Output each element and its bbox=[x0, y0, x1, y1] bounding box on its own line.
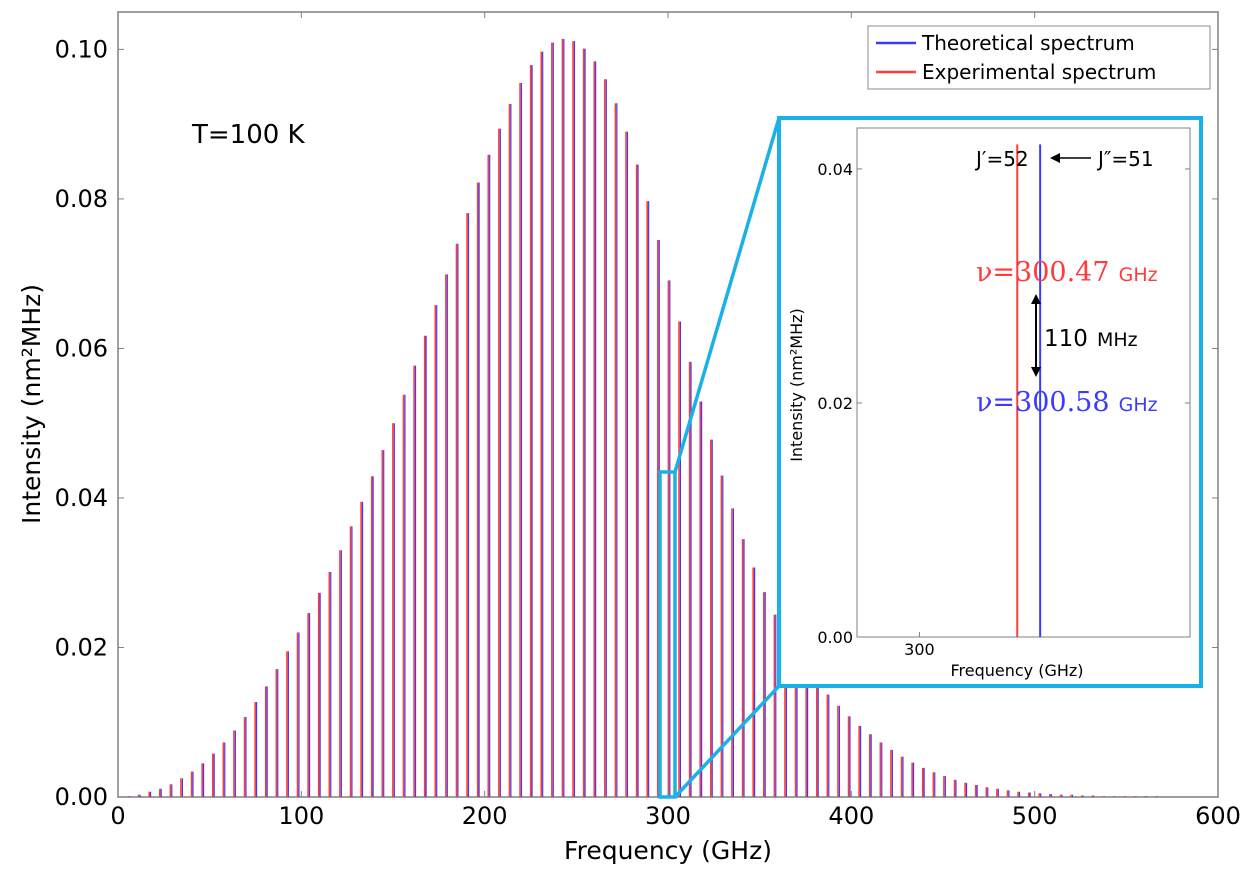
main-x-ticks: 0 100 200 300 400 500 600 bbox=[110, 12, 1241, 830]
nu-theoretical-label: ν=300.58 GHz bbox=[976, 387, 1158, 418]
inset-y-axis-title: Intensity (nm²MHz) bbox=[787, 308, 806, 462]
j-double-prime-label: J″=51 bbox=[1096, 147, 1154, 171]
main-x-axis-title: Frequency (GHz) bbox=[564, 836, 772, 865]
inset-x-axis-title: Frequency (GHz) bbox=[950, 661, 1083, 680]
y-tick-label: 0.10 bbox=[55, 35, 108, 63]
main-y-axis-title: Intensity (nm²MHz) bbox=[17, 284, 46, 524]
inset-panel: 0.00 0.02 0.04 300 Frequency (GHz) Intensi… bbox=[777, 116, 1203, 688]
inset-bars bbox=[1016, 144, 1042, 637]
difference-arrowhead-up bbox=[1031, 294, 1041, 304]
y-tick-label: 0.04 bbox=[55, 484, 108, 512]
x-tick-label: 300 bbox=[645, 802, 691, 830]
legend: Theoretical spectrum Experimental spectr… bbox=[867, 25, 1211, 90]
x-tick-label: 400 bbox=[828, 802, 874, 830]
x-tick-label: 600 bbox=[1195, 802, 1241, 830]
zoom-connector-bottom bbox=[673, 684, 781, 799]
y-tick-label: 0.06 bbox=[55, 334, 108, 362]
inset-y-tick-label: 0.04 bbox=[817, 160, 853, 179]
legend-box bbox=[867, 25, 1211, 90]
legend-label-experimental: Experimental spectrum bbox=[922, 60, 1156, 84]
inset-y-ticks: 0.00 0.02 0.04 bbox=[817, 160, 1190, 647]
nu-experimental-value: ν=300.47 bbox=[976, 257, 1110, 288]
difference-label: 110 MHz bbox=[1044, 326, 1138, 352]
difference-value: 110 bbox=[1044, 326, 1088, 352]
y-tick-label: 0.00 bbox=[55, 783, 108, 811]
zoom-connector-top bbox=[673, 117, 781, 473]
x-tick-label: 500 bbox=[1012, 802, 1058, 830]
y-tick-label: 0.08 bbox=[55, 185, 108, 213]
main-y-ticks: 0.00 0.02 0.04 0.06 0.08 0.10 bbox=[55, 35, 1218, 811]
nu-experimental-label: ν=300.47 GHz bbox=[976, 257, 1158, 288]
x-tick-label: 200 bbox=[462, 802, 508, 830]
nu-experimental-unit: GHz bbox=[1119, 264, 1158, 286]
inset-plot-frame bbox=[856, 127, 1191, 638]
inset-x-tick-label: 300 bbox=[904, 640, 935, 659]
j-prime-label: J′=52 bbox=[974, 147, 1029, 171]
temperature-label: T=100 K bbox=[191, 120, 306, 150]
difference-unit: MHz bbox=[1097, 329, 1138, 351]
main-bars bbox=[127, 38, 1158, 797]
inset-x-ticks: 300 bbox=[904, 632, 935, 659]
transition-arrowhead bbox=[1050, 153, 1060, 163]
x-tick-label: 0 bbox=[110, 802, 125, 830]
zoom-highlight-box bbox=[658, 470, 677, 799]
y-tick-label: 0.02 bbox=[55, 633, 108, 661]
inset-y-tick-label: 0.02 bbox=[817, 394, 853, 413]
legend-label-theoretical: Theoretical spectrum bbox=[921, 31, 1135, 55]
inset-y-tick-label: 0.00 bbox=[817, 628, 853, 647]
x-tick-label: 100 bbox=[278, 802, 324, 830]
difference-arrowhead-down bbox=[1031, 367, 1041, 377]
nu-theoretical-value: ν=300.58 bbox=[976, 387, 1110, 418]
nu-theoretical-unit: GHz bbox=[1119, 394, 1158, 416]
